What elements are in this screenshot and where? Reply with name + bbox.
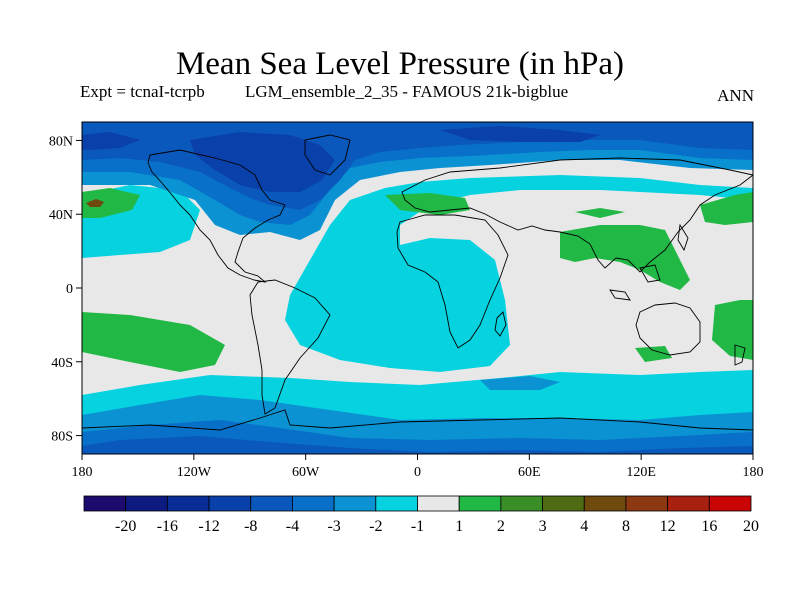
colorbar-swatch xyxy=(292,495,335,512)
colorbar-swatch xyxy=(458,495,502,512)
colorbar-label: 8 xyxy=(622,518,630,535)
season-label: ANN xyxy=(717,86,754,105)
lon-tick-label: 120E xyxy=(626,465,656,480)
colorbar-label: -4 xyxy=(286,518,299,535)
colorbar-swatch xyxy=(208,495,252,512)
colorbar-swatch xyxy=(625,495,669,512)
colorbar-label: 2 xyxy=(497,518,505,535)
colorbar-label: 1 xyxy=(455,518,463,535)
colorbar-label: -12 xyxy=(198,518,219,535)
lon-tick-label: 120W xyxy=(177,465,212,480)
lon-tick-label: 0 xyxy=(414,465,421,480)
colorbar-label: 3 xyxy=(539,518,547,535)
anomaly-plus1-regions xyxy=(82,188,753,372)
map-area xyxy=(82,122,753,454)
colorbar-label: 4 xyxy=(580,518,588,535)
colorbar-label: 12 xyxy=(660,518,676,535)
experiment-label: Expt = tcnaI-tcrpb xyxy=(80,82,205,101)
lat-tick-label: 40N xyxy=(49,208,73,223)
colorbar-label: -8 xyxy=(244,518,257,535)
lon-tick-label: 180 xyxy=(743,465,764,480)
chart-title: Mean Sea Level Pressure (in hPa) xyxy=(175,46,625,82)
colorbar-label: 20 xyxy=(743,518,759,535)
colorbar-label: -2 xyxy=(369,518,382,535)
colorbar-label: 16 xyxy=(701,518,717,535)
colorbar-swatch xyxy=(125,495,168,512)
colorbar-label: -1 xyxy=(411,518,424,535)
colorbar: -20 -16 -12 -8 -4 -3 -2 -1 1 2 3 4 8 12 16 20 xyxy=(83,495,759,535)
colorbar-label: -16 xyxy=(157,518,178,535)
colorbar-label: -20 xyxy=(115,518,136,535)
colorbar-swatch xyxy=(417,495,460,512)
colorbar-swatch xyxy=(166,495,210,512)
ensemble-label: LGM_ensemble_2_35 - FAMOUS 21k-bigblue xyxy=(245,82,569,101)
lat-tick-label: 80N xyxy=(49,134,73,149)
colorbar-swatch xyxy=(500,495,543,512)
colorbar-swatch xyxy=(375,495,418,512)
colorbar-swatch xyxy=(708,495,752,512)
lat-tick-label: 80S xyxy=(51,430,73,445)
colorbar-swatch xyxy=(667,495,710,512)
anomaly-plus4-region xyxy=(86,199,104,207)
axis-ticks: 80N 40N 0 40S 80S 180 120W 60W 0 60E 120E 180 xyxy=(49,134,764,480)
lon-tick-label: 60E xyxy=(518,465,541,480)
lon-tick-label: 60W xyxy=(292,465,320,480)
colorbar-swatch xyxy=(333,495,377,512)
colorbar-swatch xyxy=(583,495,627,512)
lat-tick-label: 40S xyxy=(51,356,73,371)
coastlines xyxy=(82,134,753,431)
colorbar-swatch xyxy=(542,495,585,512)
lon-tick-label: 180 xyxy=(72,465,93,480)
colorbar-label: -3 xyxy=(327,518,340,535)
colorbar-swatch xyxy=(250,495,293,512)
lat-tick-label: 0 xyxy=(66,282,73,297)
colorbar-swatch xyxy=(83,495,127,512)
anomaly-minus8-regions xyxy=(82,126,600,192)
